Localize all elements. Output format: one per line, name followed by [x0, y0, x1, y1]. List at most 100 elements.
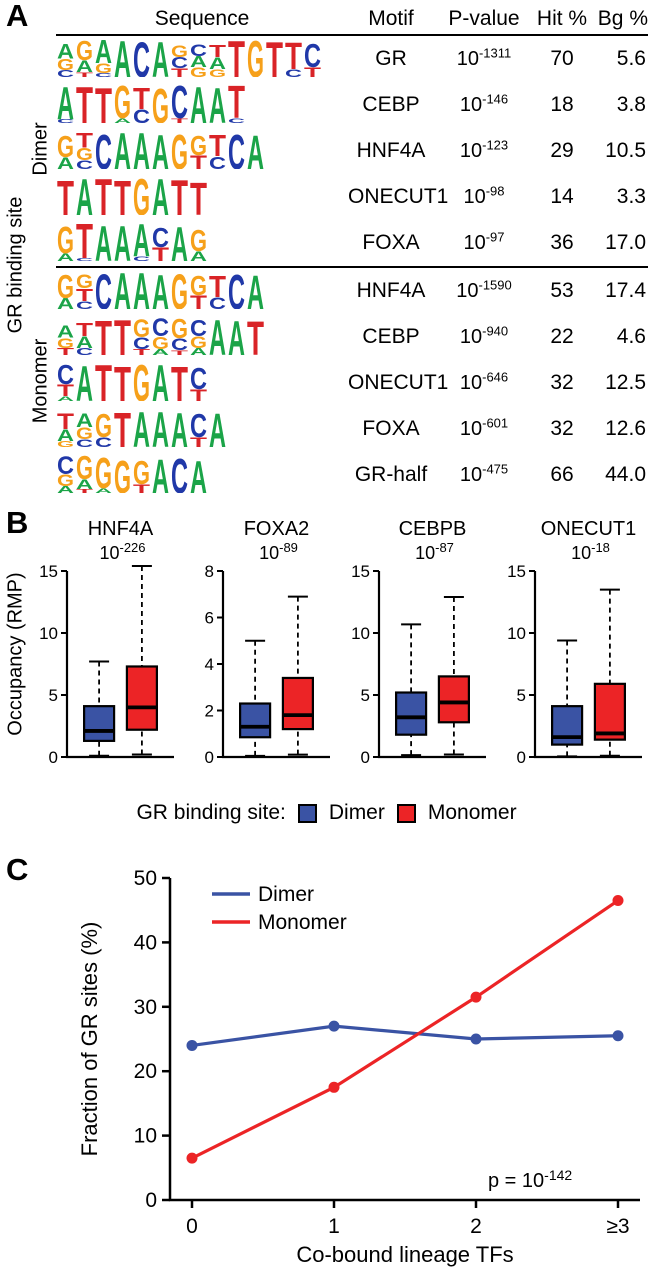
- legend-monomer-label: Monomer: [427, 801, 517, 824]
- svg-text:T: T: [114, 407, 131, 447]
- svg-text:Dimer: Dimer: [258, 883, 314, 906]
- svg-text:10-226: 10-226: [99, 540, 145, 563]
- svg-text:T: T: [133, 83, 150, 116]
- svg-text:C: C: [57, 361, 74, 391]
- panel-a-label: A: [6, 0, 29, 33]
- bg-percent: 3.8: [616, 93, 646, 116]
- bg-percent: 4.6: [616, 325, 646, 348]
- svg-text:G: G: [171, 315, 188, 345]
- svg-text:A: A: [228, 315, 245, 355]
- svg-text:A: A: [57, 294, 74, 308]
- svg-text:T: T: [76, 319, 93, 340]
- svg-text:p = 10-142: p = 10-142: [488, 1167, 572, 1192]
- svg-text:FOXA2: FOXA2: [244, 518, 310, 540]
- svg-text:50: 50: [134, 867, 157, 890]
- svg-text:T: T: [228, 37, 245, 77]
- hit-percent: 22: [550, 325, 574, 348]
- svg-text:G: G: [190, 224, 207, 258]
- svg-text:G: G: [57, 130, 74, 164]
- svg-text:T: T: [133, 347, 151, 354]
- svg-text:C: C: [190, 315, 207, 341]
- hit-percent: 32: [550, 417, 574, 440]
- svg-text:A: A: [133, 221, 150, 261]
- svg-text:A: A: [57, 426, 74, 444]
- boxplot-legend: GR binding site: Dimer Monomer: [0, 801, 653, 825]
- boxplot-cebpb: CEBPB 10-87 0 5 10 15: [342, 515, 492, 807]
- header-bg-percent: Bg %: [597, 7, 648, 30]
- svg-text:T: T: [76, 221, 93, 261]
- svg-text:A: A: [209, 407, 226, 447]
- motif-name: GR: [375, 47, 407, 70]
- svg-text:A: A: [57, 40, 74, 63]
- svg-text:G: G: [171, 269, 188, 309]
- svg-text:G: G: [133, 175, 150, 215]
- svg-text:C: C: [133, 334, 150, 352]
- svg-text:Co-bound lineage TFs: Co-bound lineage TFs: [296, 1242, 513, 1267]
- svg-text:2: 2: [205, 702, 214, 721]
- svg-text:G: G: [95, 60, 112, 76]
- svg-text:C: C: [171, 335, 188, 353]
- svg-text:G: G: [190, 333, 207, 351]
- svg-text:T: T: [209, 129, 226, 163]
- header-sequence: Sequence: [154, 7, 250, 30]
- svg-text:C: C: [285, 68, 303, 76]
- svg-text:T: T: [76, 129, 93, 152]
- pvalue-base: 10: [463, 231, 486, 254]
- svg-text:Monomer: Monomer: [258, 911, 347, 934]
- svg-text:10-89: 10-89: [259, 540, 298, 563]
- hit-percent: 18: [550, 93, 574, 116]
- svg-text:A: A: [190, 83, 207, 123]
- svg-text:1: 1: [328, 1215, 340, 1238]
- svg-text:10: 10: [39, 624, 58, 643]
- svg-text:CEBPB: CEBPB: [399, 518, 467, 540]
- panel-a: A GR binding site Dimer Monomer Sequence…: [0, 0, 653, 505]
- svg-text:C: C: [95, 129, 112, 169]
- svg-text:A: A: [57, 83, 74, 123]
- svg-text:T: T: [57, 381, 75, 399]
- svg-text:C: C: [228, 129, 245, 169]
- svg-text:T: T: [76, 70, 96, 76]
- bg-percent: 3.3: [616, 185, 646, 208]
- svg-text:A: A: [247, 129, 264, 169]
- svg-text:A: A: [76, 57, 93, 75]
- svg-text:10: 10: [134, 1125, 157, 1148]
- svg-text:A: A: [209, 315, 226, 355]
- svg-text:10-87: 10-87: [415, 540, 454, 563]
- svg-text:T: T: [114, 315, 131, 355]
- svg-text:G: G: [209, 68, 226, 76]
- bg-percent: 5.6: [616, 47, 646, 70]
- svg-text:T: T: [171, 116, 191, 122]
- svg-text:T: T: [95, 175, 112, 215]
- svg-text:A: A: [76, 410, 93, 431]
- svg-text:8: 8: [205, 562, 214, 581]
- bg-percent: 12.5: [605, 371, 646, 394]
- svg-text:Fraction of GR sites (%): Fraction of GR sites (%): [77, 922, 102, 1157]
- motif-pvalue: 10-97: [434, 230, 534, 255]
- pvalue-exponent: -98: [485, 182, 505, 198]
- svg-text:10: 10: [507, 624, 526, 643]
- svg-text:10-18: 10-18: [571, 540, 610, 563]
- svg-text:T: T: [57, 347, 74, 355]
- svg-text:C: C: [304, 38, 321, 75]
- svg-text:10: 10: [351, 624, 370, 643]
- svg-text:C: C: [95, 269, 112, 309]
- panel-c-label: C: [6, 852, 29, 887]
- legend-dimer-label: Dimer: [328, 801, 385, 824]
- svg-text:30: 30: [134, 996, 157, 1019]
- svg-text:T: T: [190, 386, 208, 400]
- svg-text:A: A: [76, 175, 93, 215]
- motif-pvalue: 10-1590: [434, 278, 534, 303]
- svg-text:ONECUT1: ONECUT1: [541, 518, 637, 540]
- hit-percent: 14: [550, 185, 574, 208]
- svg-text:G: G: [57, 439, 74, 446]
- svg-text:A: A: [57, 322, 74, 342]
- svg-text:C: C: [190, 408, 207, 445]
- pvalue-exponent: -940: [482, 322, 509, 338]
- pvalue-exponent: -123: [482, 136, 509, 152]
- pvalue-exponent: -146: [482, 90, 509, 106]
